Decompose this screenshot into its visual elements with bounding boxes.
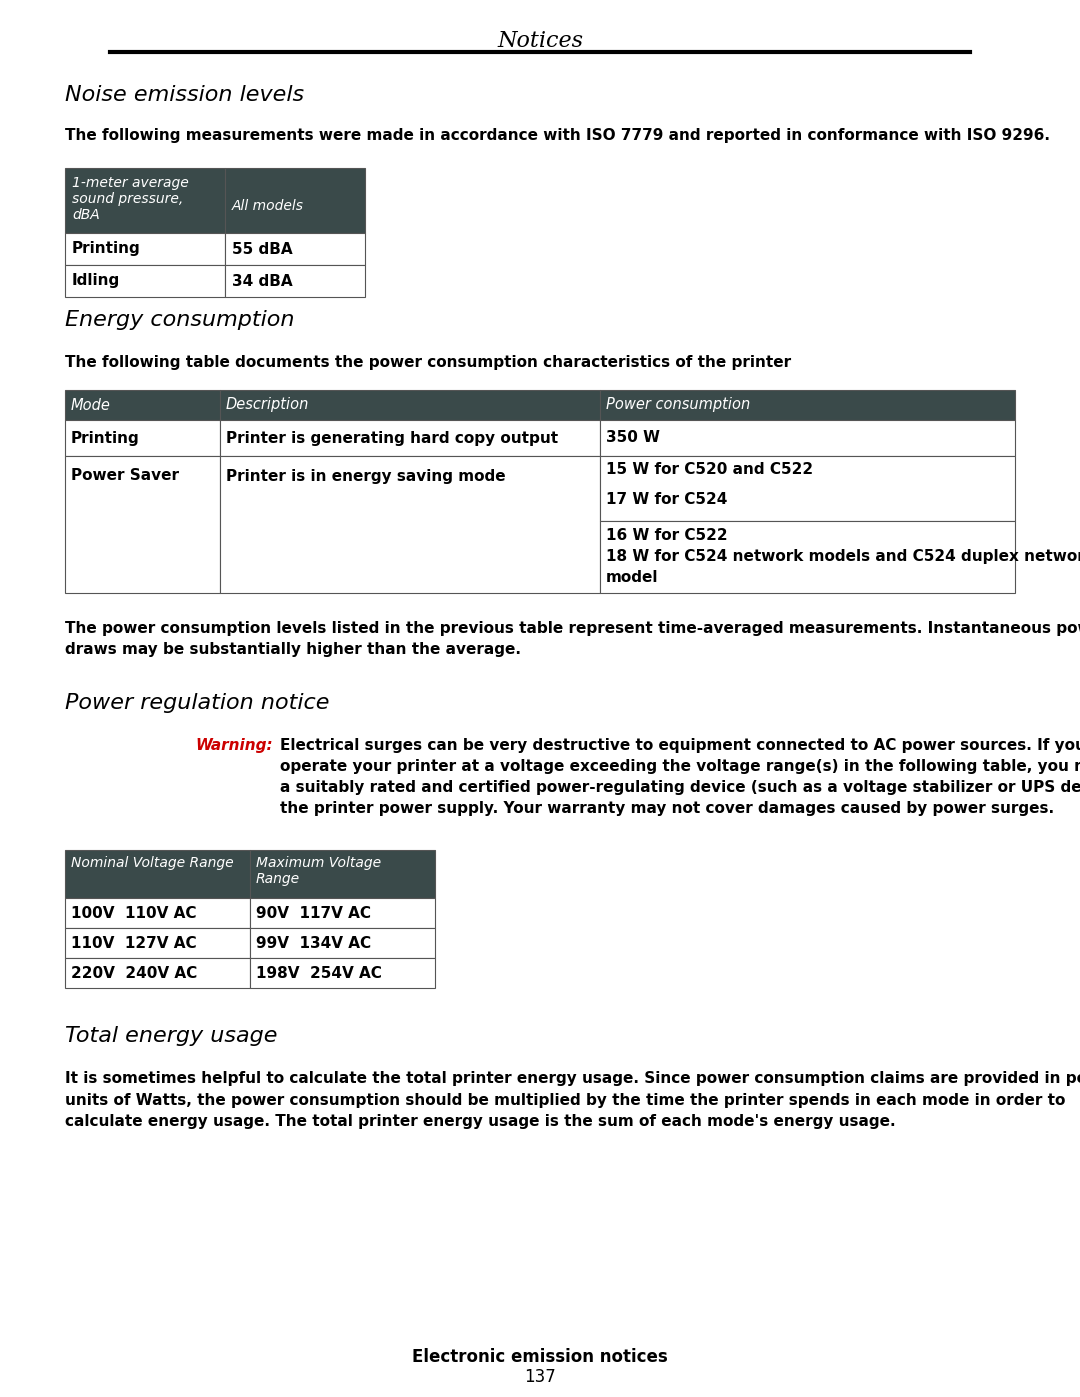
Bar xyxy=(65,420,220,455)
Text: It is sometimes helpful to calculate the total printer energy usage. Since power: It is sometimes helpful to calculate the… xyxy=(65,1071,1080,1129)
Bar xyxy=(600,390,1015,420)
Bar xyxy=(65,168,225,233)
Bar xyxy=(65,390,220,420)
Text: 34 dBA: 34 dBA xyxy=(232,274,293,289)
Text: Noise emission levels: Noise emission levels xyxy=(65,85,305,105)
Bar xyxy=(220,420,600,455)
Bar xyxy=(65,898,249,928)
Bar xyxy=(220,455,600,592)
Text: Printer is in energy saving mode: Printer is in energy saving mode xyxy=(226,468,505,483)
Bar xyxy=(600,521,1015,592)
Bar xyxy=(65,849,249,898)
Bar xyxy=(225,265,365,298)
Bar xyxy=(249,928,435,958)
Bar xyxy=(600,455,1015,521)
Bar xyxy=(65,455,220,592)
Text: Printing: Printing xyxy=(71,430,139,446)
Text: 220V  240V AC: 220V 240V AC xyxy=(71,965,198,981)
Text: 110V  127V AC: 110V 127V AC xyxy=(71,936,197,950)
Bar xyxy=(249,898,435,928)
Text: Maximum Voltage
Range: Maximum Voltage Range xyxy=(256,856,381,886)
Bar xyxy=(600,420,1015,455)
Text: 100V  110V AC: 100V 110V AC xyxy=(71,905,197,921)
Text: Notices: Notices xyxy=(497,29,583,52)
Text: 55 dBA: 55 dBA xyxy=(232,242,293,257)
Text: Printing: Printing xyxy=(72,242,140,257)
Text: model: model xyxy=(606,570,659,584)
Text: Printer is generating hard copy output: Printer is generating hard copy output xyxy=(226,430,558,446)
Text: Description: Description xyxy=(226,398,309,412)
Text: Power regulation notice: Power regulation notice xyxy=(65,693,329,712)
Bar xyxy=(220,390,600,420)
Bar xyxy=(65,928,249,958)
Text: 99V  134V AC: 99V 134V AC xyxy=(256,936,372,950)
Text: Power consumption: Power consumption xyxy=(606,398,751,412)
Text: 137: 137 xyxy=(524,1368,556,1386)
Text: Nominal Voltage Range: Nominal Voltage Range xyxy=(71,856,233,870)
Text: Electronic emission notices: Electronic emission notices xyxy=(413,1348,667,1366)
Bar xyxy=(225,233,365,265)
Text: Idling: Idling xyxy=(72,274,120,289)
Bar xyxy=(65,265,225,298)
Text: All models: All models xyxy=(232,198,303,212)
Text: Warning:: Warning: xyxy=(195,738,272,753)
Bar xyxy=(249,849,435,898)
Text: Power Saver: Power Saver xyxy=(71,468,179,483)
Text: The power consumption levels listed in the previous table represent time-average: The power consumption levels listed in t… xyxy=(65,622,1080,657)
Bar xyxy=(225,168,365,233)
Text: 1-meter average
sound pressure,
dBA: 1-meter average sound pressure, dBA xyxy=(72,176,189,222)
Text: 198V  254V AC: 198V 254V AC xyxy=(256,965,382,981)
Text: The following measurements were made in accordance with ISO 7779 and reported in: The following measurements were made in … xyxy=(65,129,1050,142)
Text: 16 W for C522: 16 W for C522 xyxy=(606,528,728,542)
Text: The following table documents the power consumption characteristics of the print: The following table documents the power … xyxy=(65,355,792,370)
Bar xyxy=(65,233,225,265)
Text: Energy consumption: Energy consumption xyxy=(65,310,295,330)
Text: Mode: Mode xyxy=(71,398,111,412)
Text: 350 W: 350 W xyxy=(606,430,660,446)
Bar xyxy=(249,958,435,988)
Text: 90V  117V AC: 90V 117V AC xyxy=(256,905,372,921)
Bar xyxy=(65,958,249,988)
Text: 17 W for C524: 17 W for C524 xyxy=(606,493,727,507)
Text: 18 W for C524 network models and C524 duplex network: 18 W for C524 network models and C524 du… xyxy=(606,549,1080,564)
Text: 15 W for C520 and C522: 15 W for C520 and C522 xyxy=(606,462,813,478)
Text: Electrical surges can be very destructive to equipment connected to AC power sou: Electrical surges can be very destructiv… xyxy=(280,738,1080,816)
Text: Total energy usage: Total energy usage xyxy=(65,1025,278,1046)
